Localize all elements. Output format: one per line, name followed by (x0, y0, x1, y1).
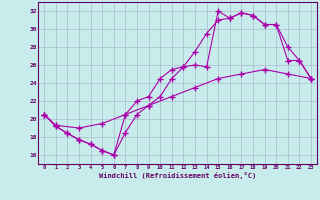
X-axis label: Windchill (Refroidissement éolien,°C): Windchill (Refroidissement éolien,°C) (99, 172, 256, 179)
